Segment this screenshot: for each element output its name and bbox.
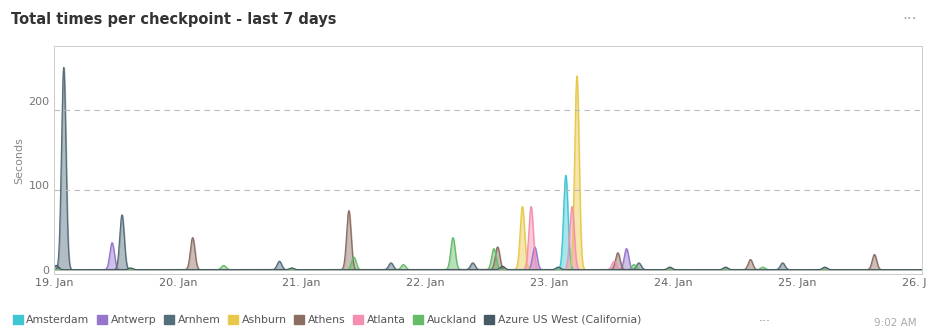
Legend: Amsterdam, Antwerp, Arnhem, Ashburn, Athens, Atlanta, Auckland, Azure US West (C: Amsterdam, Antwerp, Arnhem, Ashburn, Ath… [13, 315, 641, 325]
Text: 9:02 AM: 9:02 AM [873, 318, 916, 328]
Text: ···: ··· [901, 12, 916, 27]
Text: ...: ... [758, 311, 770, 324]
Y-axis label: Seconds: Seconds [14, 137, 24, 184]
Text: Total times per checkpoint - last 7 days: Total times per checkpoint - last 7 days [11, 12, 337, 27]
